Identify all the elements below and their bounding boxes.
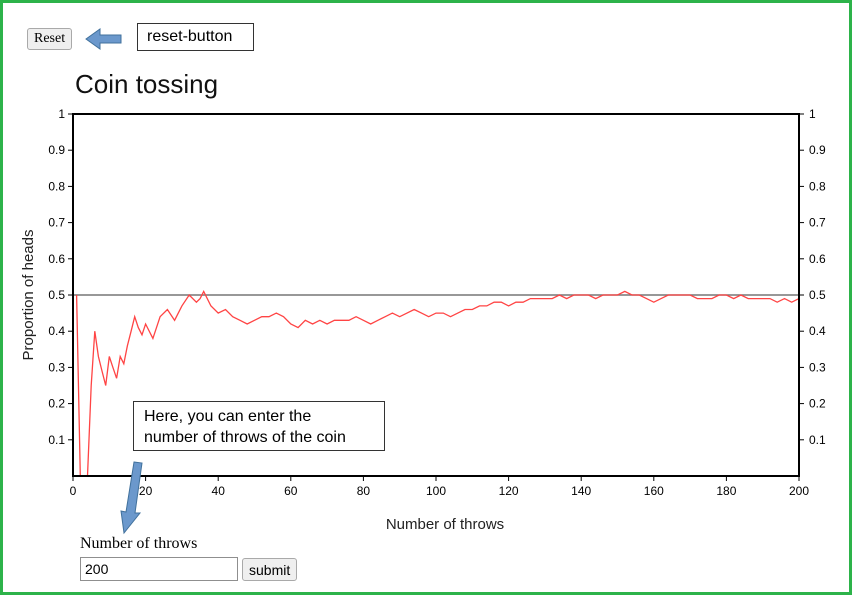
x-tick-label: 40 xyxy=(212,484,226,498)
y-tick-label-left: 0.2 xyxy=(48,397,65,411)
y-tick-label-left: 0.5 xyxy=(48,288,65,302)
y-tick-label-right: 0.2 xyxy=(809,397,826,411)
y-axis-label: Proportion of heads xyxy=(20,230,37,361)
x-tick-label: 180 xyxy=(716,484,736,498)
y-tick-label-left: 0.4 xyxy=(48,324,65,338)
reset-callout: reset-button xyxy=(137,23,254,51)
y-tick-label-left: 0.8 xyxy=(48,179,65,193)
x-tick-label: 80 xyxy=(357,484,371,498)
y-tick-label-right: 0.4 xyxy=(809,324,826,338)
x-tick-label: 120 xyxy=(499,484,519,498)
x-tick-label: 20 xyxy=(139,484,153,498)
y-tick-label-left: 0.3 xyxy=(48,360,65,374)
series-line xyxy=(75,289,800,477)
y-tick-label-right: 0.8 xyxy=(809,179,826,193)
y-tick-label-left: 0.6 xyxy=(48,252,65,266)
y-tick-label-right: 0.9 xyxy=(809,143,826,157)
y-tick-label-right: 0.1 xyxy=(809,433,826,447)
y-tick-label-right: 0.7 xyxy=(809,216,826,230)
y-tick-label-right: 1 xyxy=(809,107,816,121)
reset-arrow-icon xyxy=(85,28,122,50)
x-tick-label: 140 xyxy=(571,484,591,498)
x-tick-label: 60 xyxy=(284,484,298,498)
plot-area xyxy=(72,113,800,477)
x-tick-label: 200 xyxy=(789,484,809,498)
chart-title: Coin tossing xyxy=(75,69,219,99)
x-tick-label: 100 xyxy=(426,484,446,498)
y-tick-label-left: 0.9 xyxy=(48,143,65,157)
y-tick-label-right: 0.5 xyxy=(809,288,826,302)
y-tick-label-left: 0.1 xyxy=(48,433,65,447)
throws-label: Number of throws xyxy=(80,535,198,552)
x-axis-label: Number of throws xyxy=(386,516,504,533)
submit-button[interactable]: submit xyxy=(242,558,298,581)
x-tick-label: 0 xyxy=(70,484,77,498)
y-tick-label-left: 1 xyxy=(58,107,65,121)
throws-input[interactable] xyxy=(80,557,238,581)
x-tick-label: 160 xyxy=(644,484,664,498)
throws-callout: Here, you can enter the number of throws… xyxy=(133,401,385,451)
reset-button[interactable]: Reset xyxy=(27,28,73,50)
throws-arrow-icon xyxy=(120,461,143,535)
y-tick-label-right: 0.6 xyxy=(809,252,826,266)
y-tick-label-left: 0.7 xyxy=(48,216,65,230)
y-tick-label-right: 0.3 xyxy=(809,360,826,374)
